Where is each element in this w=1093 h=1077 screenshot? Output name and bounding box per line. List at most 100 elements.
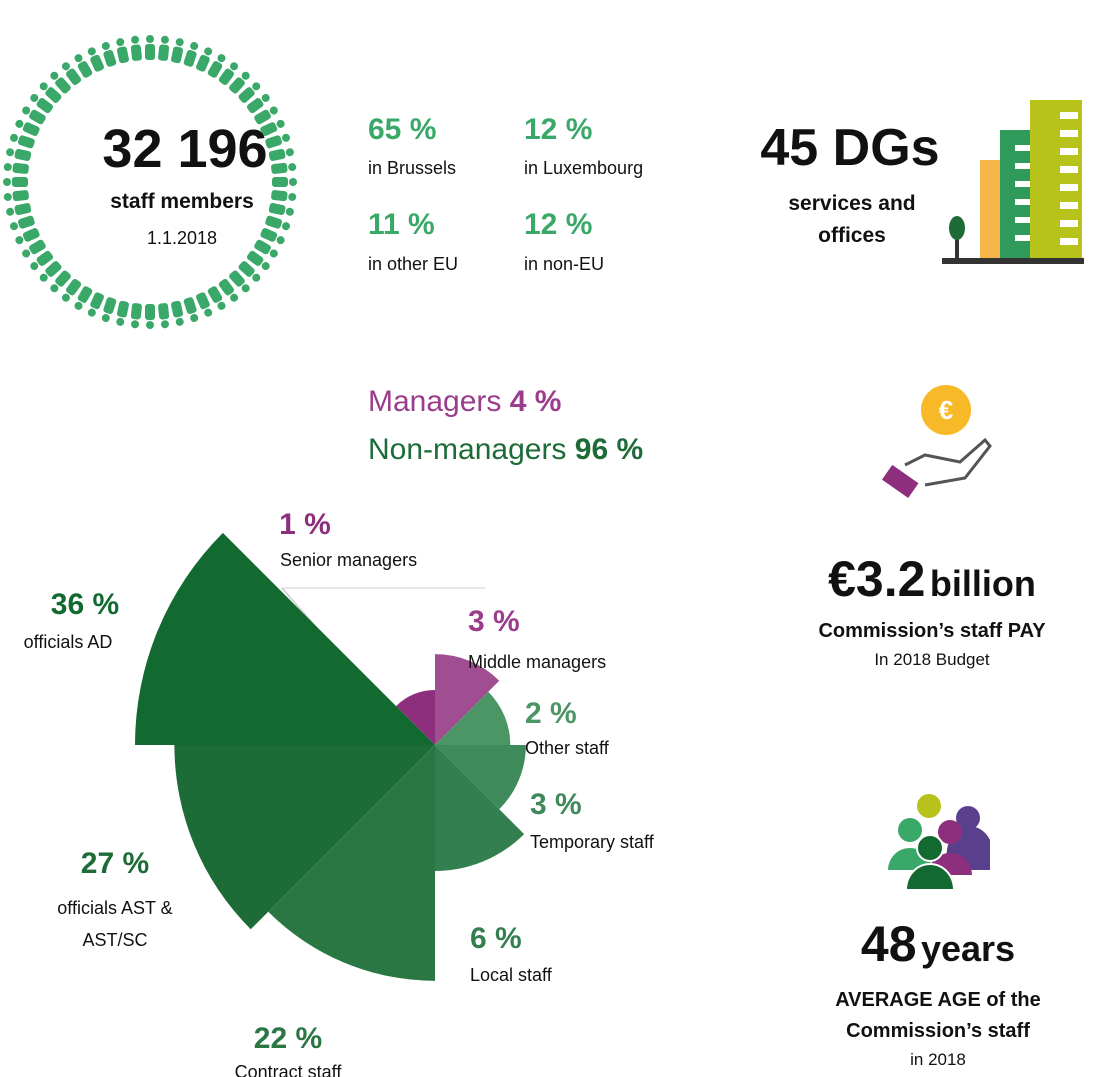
person-body: [45, 87, 62, 103]
managers-label: Managers: [368, 385, 502, 418]
person-head: [175, 38, 184, 47]
person-body: [90, 292, 104, 310]
managers-share: Managers 4 %: [368, 385, 561, 419]
person-head: [276, 236, 285, 245]
person-head: [131, 320, 140, 329]
person-icon: [271, 162, 297, 174]
person-icon: [6, 203, 32, 216]
person-icon: [22, 106, 46, 125]
person-head: [116, 38, 125, 47]
value-label: 27 %: [80, 847, 150, 880]
person-body: [238, 87, 255, 103]
person-icon: [238, 82, 261, 103]
person-body: [265, 135, 283, 149]
person-body: [17, 215, 35, 229]
person-icon: [61, 278, 82, 302]
person-body: [12, 162, 29, 174]
rose-sector: [435, 745, 525, 872]
location-label: in Brussels: [368, 158, 457, 178]
rose-sector: [135, 532, 435, 745]
person-icon: [15, 119, 40, 136]
person-icon: [39, 261, 62, 282]
person-icon: [158, 303, 170, 329]
person-icon: [3, 177, 28, 187]
pay-unit: billion: [929, 563, 1036, 604]
person-head: [22, 249, 31, 258]
person-body: [36, 250, 54, 266]
person-head: [146, 321, 154, 329]
person-icon: [130, 35, 142, 61]
person-head: [9, 222, 18, 231]
person-body: [271, 162, 288, 174]
person-body: [36, 98, 54, 114]
person-body: [103, 49, 117, 67]
age-icon: [888, 794, 990, 891]
person-icon: [260, 119, 285, 136]
person-head: [50, 71, 59, 80]
person-head: [288, 163, 297, 172]
person-icon: [171, 38, 184, 64]
person-head: [204, 308, 213, 317]
person-icon: [39, 82, 62, 103]
person-body: [268, 148, 286, 161]
building-icon: [942, 100, 1084, 264]
person-body: [55, 77, 71, 94]
person-head: [87, 308, 96, 317]
value-label: 6 %: [470, 922, 522, 955]
dgs-label: services and offices: [788, 192, 916, 247]
person-head: [204, 47, 213, 56]
person-icon: [265, 133, 291, 149]
person-body: [116, 300, 129, 318]
location-value: 12 %: [524, 113, 593, 146]
person-body: [246, 250, 264, 266]
person-head: [217, 301, 226, 310]
person-icon: [229, 270, 250, 293]
person-body: [183, 49, 197, 67]
person-icon: [130, 303, 142, 329]
person-icon: [268, 203, 294, 216]
person-body: [218, 68, 234, 86]
age-unit: years: [920, 928, 1016, 969]
person-body: [158, 303, 170, 320]
person-icon: [260, 228, 285, 245]
person-icon: [183, 41, 199, 67]
person-body: [268, 203, 286, 216]
person-head: [160, 35, 169, 44]
person-head: [101, 314, 110, 323]
person-body: [22, 122, 40, 136]
person-icon: [22, 239, 46, 258]
person-head: [230, 62, 239, 71]
person-head: [230, 293, 239, 302]
person-body: [66, 68, 82, 86]
person-body: [130, 303, 142, 320]
rose-sector: [174, 745, 435, 930]
person-head: [285, 207, 294, 216]
person-head: [288, 192, 297, 201]
person-body: [196, 54, 210, 72]
pay-label: Commission’s staff PAY: [818, 620, 1046, 642]
person-head: [74, 54, 83, 63]
person-body: [254, 109, 271, 125]
pay-value: €3.2: [828, 551, 926, 607]
person-icon: [6, 148, 32, 161]
person-head: [61, 293, 70, 302]
person-body: [90, 54, 104, 72]
person-body: [254, 239, 271, 255]
person-head: [190, 314, 199, 323]
person-head: [261, 262, 270, 271]
person-icon: [145, 304, 155, 329]
person-icon: [246, 93, 270, 114]
person-icon: [196, 47, 213, 72]
person-icon: [50, 71, 71, 94]
person-head: [241, 71, 250, 80]
person-icon: [116, 300, 129, 326]
person-head: [3, 163, 12, 172]
person-icon: [265, 215, 291, 231]
value-label: 3 %: [468, 605, 520, 638]
person-body: [17, 135, 35, 149]
non-managers-value: 96 %: [574, 433, 644, 466]
person-head: [160, 320, 169, 329]
headline-date: 1.1.2018: [146, 228, 218, 248]
person-icon: [87, 47, 104, 72]
person-body: [207, 286, 223, 303]
